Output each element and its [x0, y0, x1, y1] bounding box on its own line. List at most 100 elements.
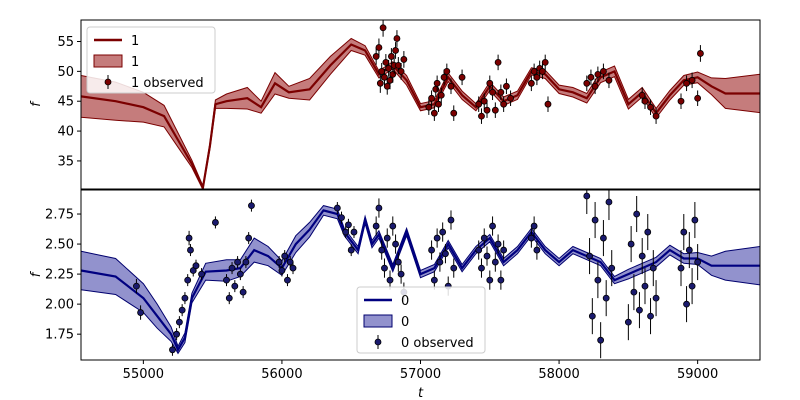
data-marker [383, 82, 391, 90]
data-marker [185, 234, 193, 242]
x-tick-label: 55000 [123, 367, 164, 382]
data-marker [497, 88, 505, 96]
observed-point [345, 218, 352, 231]
observed-point [245, 232, 253, 245]
data-marker [677, 97, 685, 105]
y-tick-label: 2.00 [45, 298, 74, 313]
observed-point [489, 216, 496, 236]
observed-point [430, 105, 438, 121]
data-marker [486, 276, 494, 284]
data-marker [394, 61, 402, 69]
observed-point [641, 93, 649, 109]
data-marker [397, 270, 405, 278]
y-tick-label: 45 [57, 95, 74, 110]
data-marker [486, 79, 494, 87]
data-marker [500, 100, 508, 108]
legend-box [86, 26, 216, 94]
observed-point [680, 214, 688, 251]
observed-point [400, 51, 408, 68]
data-marker [175, 318, 183, 326]
data-marker [137, 309, 144, 316]
observed-point [497, 84, 505, 101]
observed-point [491, 102, 499, 118]
data-marker [605, 198, 613, 206]
legend-box [356, 286, 486, 354]
observed-point [350, 226, 358, 239]
data-marker [533, 246, 541, 254]
observed-point [185, 230, 193, 246]
observed-point [389, 216, 397, 236]
data-marker [539, 67, 546, 75]
data-marker [475, 100, 483, 108]
observed-point [647, 298, 654, 335]
observed-point [242, 256, 250, 269]
data-marker [223, 276, 230, 284]
observed-point [541, 54, 549, 71]
data-marker [342, 228, 350, 236]
observed-point [397, 264, 405, 284]
data-marker [608, 264, 616, 272]
data-marker [677, 264, 685, 272]
observed-point [588, 298, 596, 335]
observed-point [248, 199, 255, 212]
data-marker [439, 228, 447, 236]
data-marker [630, 288, 638, 296]
observed-point [439, 222, 447, 242]
data-marker [385, 64, 393, 72]
y-tick-label: 35 [57, 154, 74, 169]
data-marker [683, 300, 690, 308]
data-marker [587, 73, 595, 81]
observed-point [381, 68, 388, 86]
data-marker [430, 276, 438, 284]
data-marker [680, 228, 688, 236]
observed-point [385, 60, 393, 77]
data-marker [345, 221, 352, 229]
uncertainty-band [81, 205, 760, 355]
observed-point [627, 226, 635, 263]
data-marker [458, 73, 466, 81]
data-marker [641, 282, 649, 290]
y-axis-label: f [29, 270, 44, 277]
data-marker [236, 270, 244, 278]
data-marker [652, 294, 660, 302]
data-marker [381, 73, 388, 81]
y-tick-label: 50 [57, 65, 74, 80]
observed-point [600, 63, 607, 80]
data-marker [442, 250, 449, 258]
data-marker [503, 82, 510, 90]
y-tick-label: 1.75 [45, 328, 74, 343]
observed-point [428, 90, 435, 106]
observed-point [372, 48, 380, 65]
data-marker [169, 346, 176, 354]
observed-point [437, 87, 445, 104]
observed-point [500, 96, 508, 112]
observed-point [387, 48, 395, 65]
y-tick-label: 2.75 [45, 208, 74, 223]
observed-point [683, 286, 690, 323]
observed-point [591, 78, 599, 95]
observed-point [500, 240, 508, 260]
observed-point [597, 322, 605, 359]
data-marker [591, 82, 599, 90]
data-marker [694, 258, 702, 266]
data-marker [450, 264, 458, 272]
data-marker [633, 210, 641, 218]
data-marker [443, 67, 451, 75]
data-marker [242, 258, 250, 266]
data-marker [278, 267, 286, 274]
observed-point [393, 30, 401, 47]
data-marker [245, 234, 253, 242]
data-marker [350, 228, 358, 236]
data-marker [281, 252, 289, 260]
data-marker [489, 222, 496, 230]
data-marker [638, 91, 646, 99]
legend-band-swatch [93, 54, 123, 68]
data-marker [386, 76, 394, 84]
data-marker [375, 204, 383, 212]
observed-point [583, 75, 591, 92]
data-marker [644, 228, 652, 236]
observed-point [443, 63, 451, 80]
observed-point [527, 75, 535, 92]
observed-point [173, 328, 181, 341]
observed-point [372, 216, 380, 236]
